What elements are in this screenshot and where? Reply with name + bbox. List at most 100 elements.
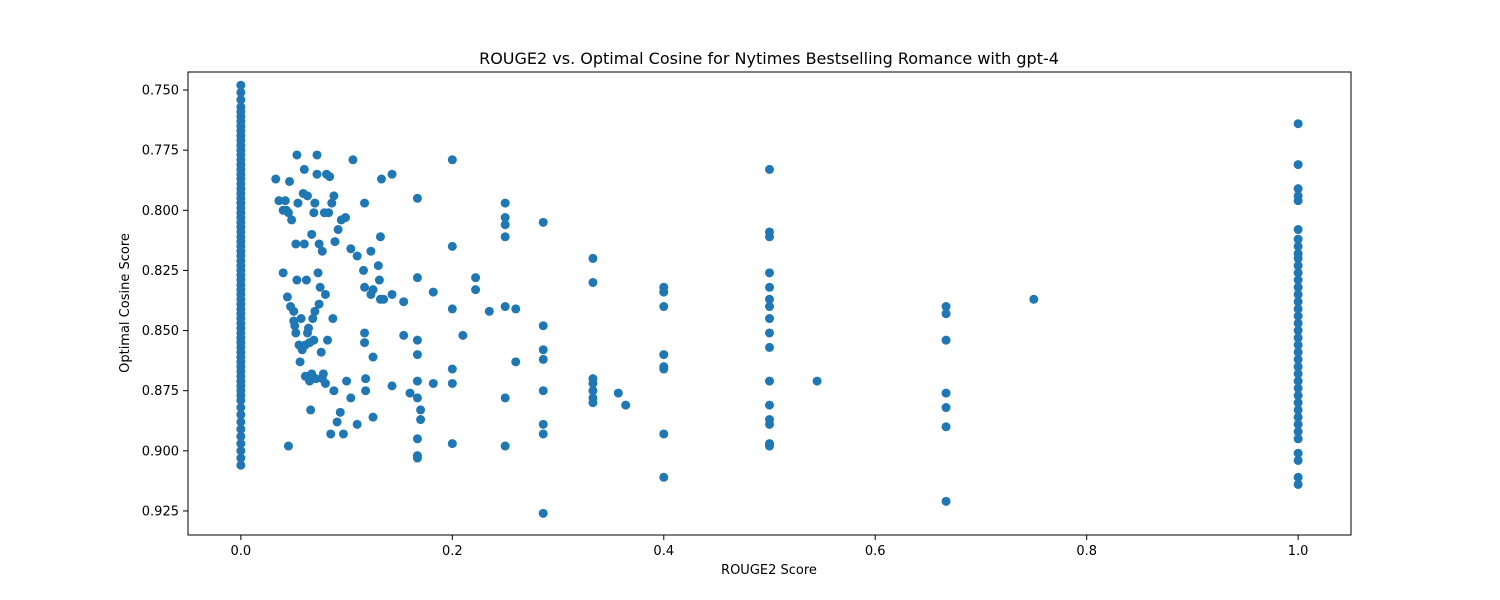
scatter-point: [1293, 376, 1303, 386]
scatter-point: [236, 424, 246, 434]
scatter-point: [812, 376, 822, 386]
scatter-point: [538, 345, 548, 355]
scatter-point: [307, 229, 317, 239]
scatter-point: [346, 393, 356, 403]
scatter-point: [765, 232, 774, 242]
scatter-point: [301, 275, 311, 285]
scatter-point: [282, 292, 292, 302]
scatter-point: [621, 400, 631, 410]
x-tick-label: 0.6: [865, 544, 886, 559]
scatter-point: [1293, 304, 1303, 314]
scatter-point: [360, 338, 370, 348]
scatter-point: [368, 412, 378, 422]
scatter-point: [1293, 333, 1303, 343]
scatter-point: [341, 213, 351, 223]
scatter-point: [360, 198, 370, 208]
scatter-point: [299, 164, 309, 174]
scatter-point: [447, 378, 457, 388]
y-tick-label: 0.875: [142, 384, 179, 399]
scatter-point: [323, 335, 333, 345]
scatter-point: [765, 328, 774, 338]
scatter-point: [308, 314, 318, 324]
scatter-point: [1293, 318, 1303, 328]
scatter-point: [352, 251, 362, 261]
scatter-point: [368, 352, 378, 362]
scatter-point: [309, 208, 319, 218]
scatter-point: [416, 415, 426, 425]
scatter-point: [376, 174, 386, 184]
scatter-point: [1293, 369, 1303, 379]
scatter-point: [289, 306, 299, 316]
scatter-point: [1293, 311, 1303, 321]
scatter-point: [236, 395, 246, 405]
scatter-point: [333, 225, 343, 235]
plot-frame: [187, 71, 1352, 536]
scatter-point: [315, 282, 325, 292]
scatter-point: [361, 386, 371, 396]
scatter-point: [387, 381, 397, 391]
scatter-point: [236, 453, 246, 463]
scatter-point: [1293, 275, 1303, 285]
scatter-point: [283, 441, 293, 451]
scatter-point: [271, 174, 281, 184]
scatter-point: [538, 419, 548, 429]
x-tick-label: 1.0: [1288, 544, 1309, 559]
scatter-point: [314, 299, 324, 309]
scatter-point: [236, 439, 246, 449]
scatter-point: [1293, 196, 1303, 206]
scatter-point: [1293, 119, 1303, 129]
scatter-point: [588, 378, 598, 388]
y-axis-ticks: 0.750 0.775 0.800 0.825 0.850 0.875 0.900 0.925: [142, 84, 188, 519]
scatter-point: [412, 393, 422, 403]
scatter-point: [1293, 184, 1303, 194]
scatter-point: [236, 431, 246, 441]
scatter-point: [511, 357, 521, 367]
scatter-point: [538, 386, 548, 396]
scatter-point: [765, 302, 774, 312]
scatter-point: [359, 265, 369, 275]
scatter-point: [287, 215, 297, 225]
scatter-point: [500, 302, 510, 312]
scatter-point: [941, 388, 951, 398]
scatter-point: [588, 398, 598, 408]
scatter-point: [412, 335, 422, 345]
scatter-point: [236, 410, 246, 420]
scatter-point: [236, 460, 246, 470]
scatter-point: [1293, 297, 1303, 307]
scatter-point: [941, 302, 951, 312]
scatter-point: [1293, 326, 1303, 336]
scatter-point: [320, 378, 330, 388]
x-axis-ticks: 0.0 0.2 0.4 0.6 0.8 1.0: [231, 535, 1309, 559]
scatter-point: [659, 429, 669, 439]
scatter-point: [447, 241, 457, 251]
scatter-point: [1029, 294, 1039, 304]
scatter-point: [285, 176, 294, 186]
scatter-point: [659, 350, 669, 360]
scatter-point: [412, 453, 422, 463]
scatter-point: [1293, 434, 1303, 444]
scatter-point: [374, 275, 384, 285]
scatter-point: [335, 407, 345, 417]
scatter-point: [765, 164, 774, 174]
scatter-point: [1293, 412, 1303, 422]
scatter-point: [659, 287, 669, 297]
scatter-point: [588, 253, 598, 263]
scatter-point: [360, 328, 370, 338]
scatter-point: [292, 150, 302, 160]
scatter-point: [765, 376, 774, 386]
scatter-point: [538, 217, 548, 227]
scatter-point: [613, 388, 623, 398]
y-tick-label: 0.775: [142, 144, 179, 159]
scatter-point: [236, 417, 246, 427]
scatter-point: [659, 302, 669, 312]
scatter-point: [538, 321, 548, 331]
scatter-point: [447, 439, 457, 449]
scatter-point: [310, 306, 320, 316]
scatter-point: [659, 364, 669, 374]
scatter-point: [330, 237, 340, 247]
scatter-point: [314, 239, 324, 249]
scatter-point: [306, 405, 316, 415]
scatter-point: [500, 198, 510, 208]
scatter-point: [1293, 448, 1303, 458]
scatter-point: [941, 496, 951, 506]
